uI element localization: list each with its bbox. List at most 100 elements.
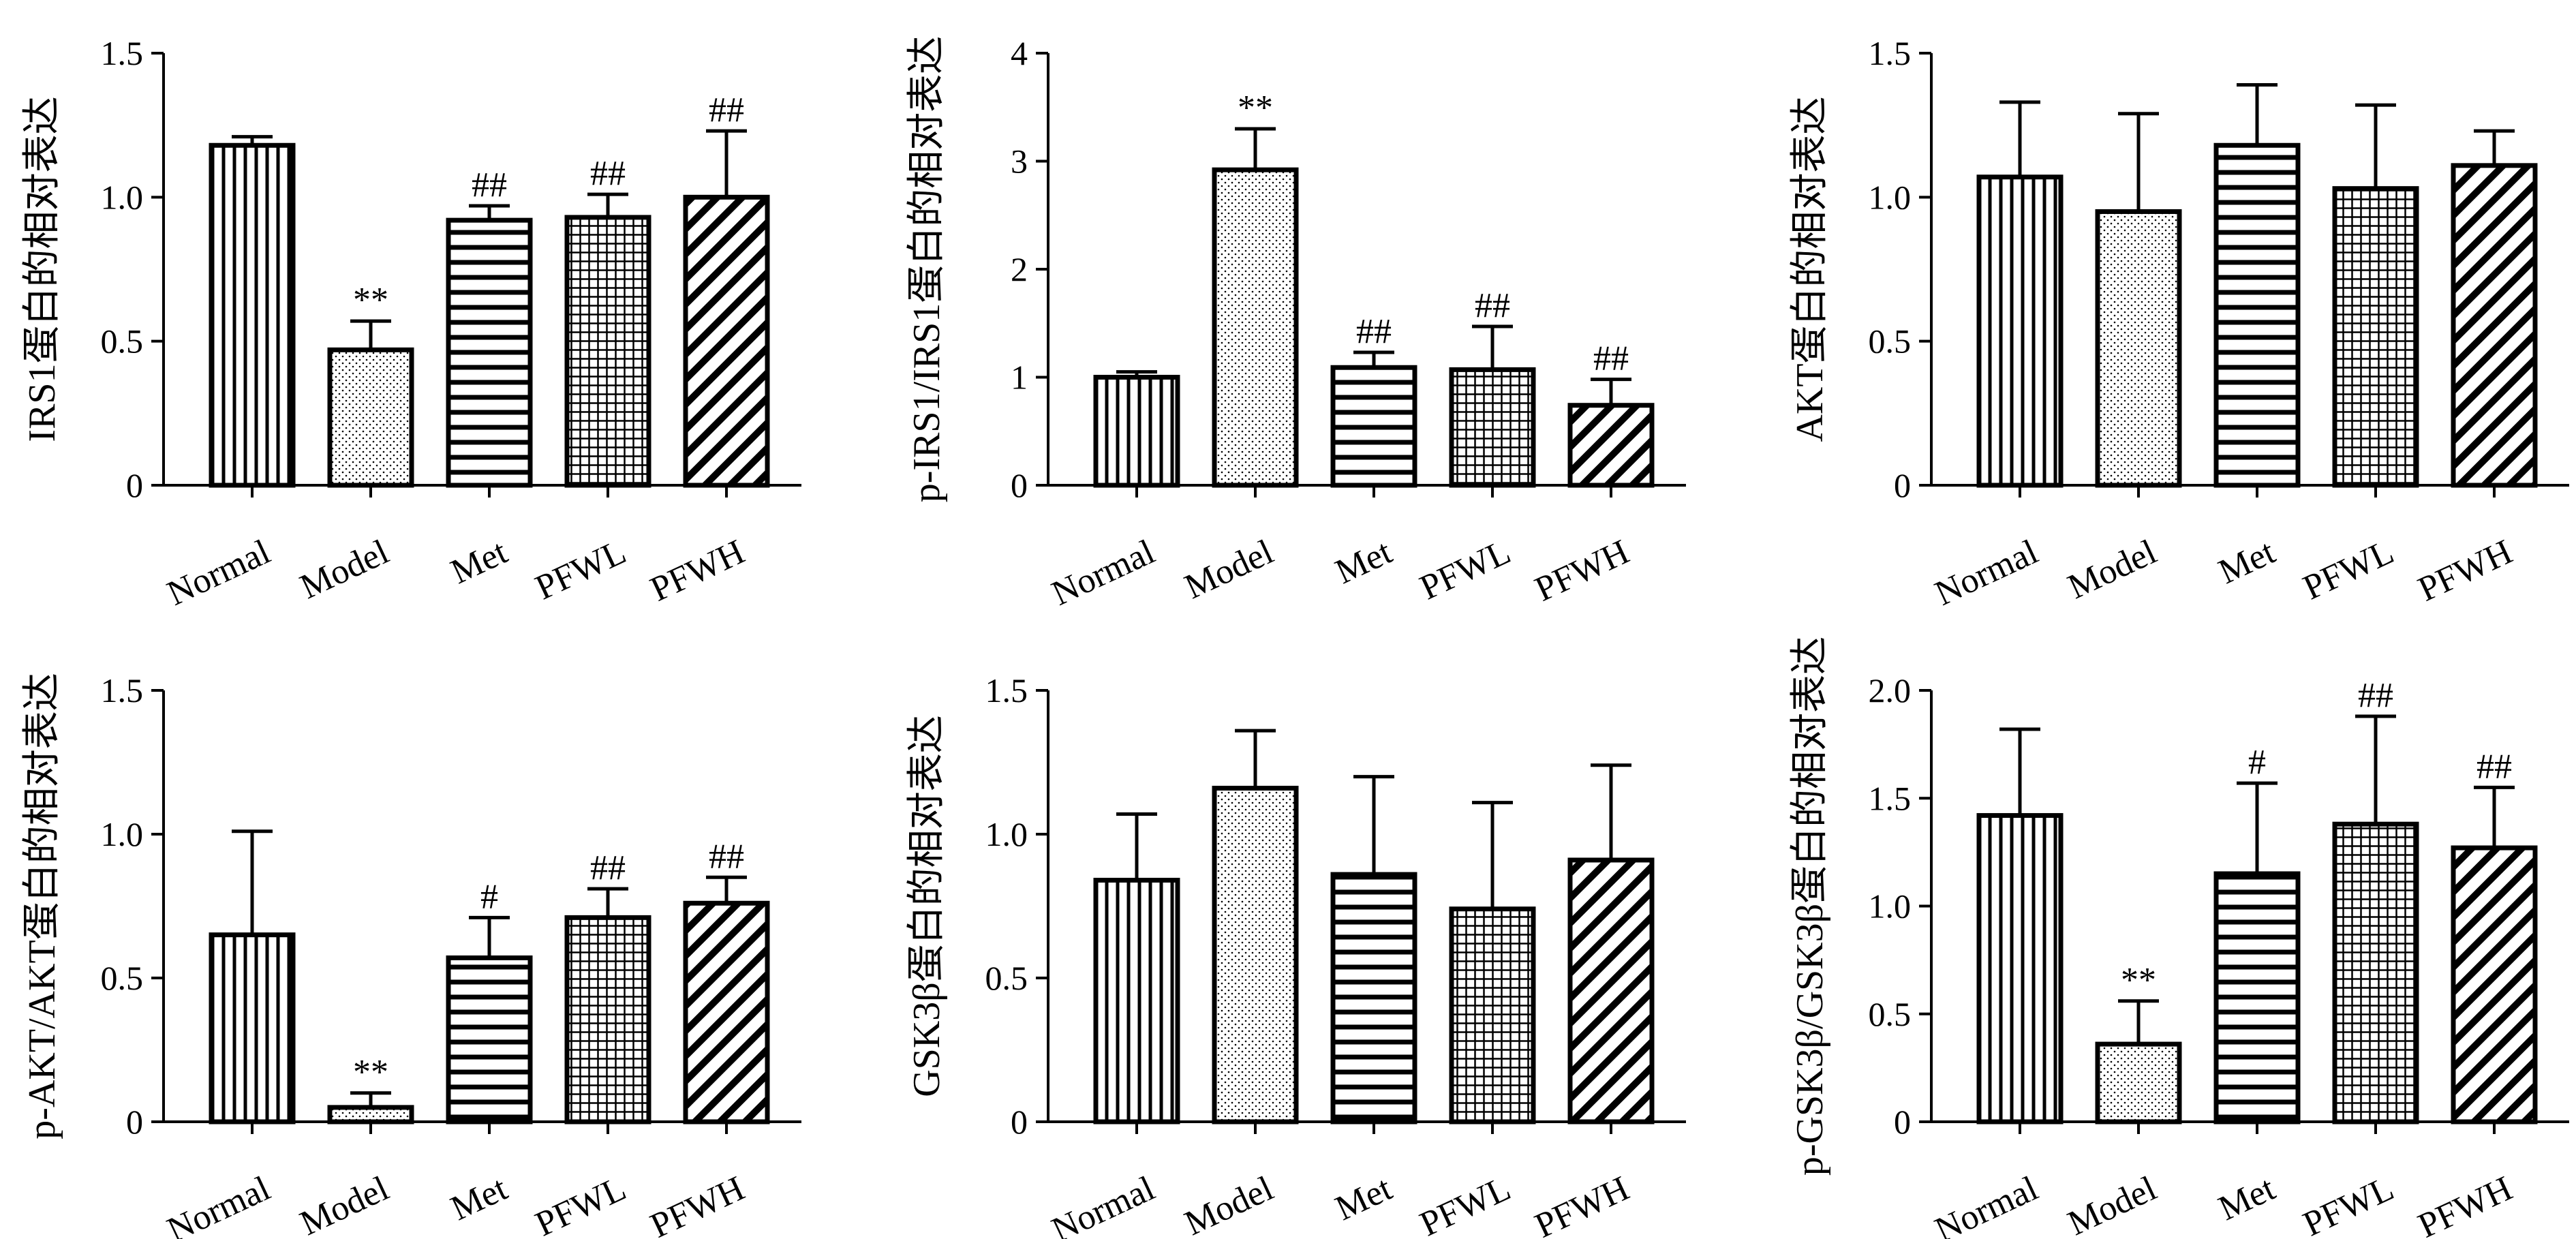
y-tick-label: 0 — [1011, 466, 1028, 504]
y-tick-label: 3 — [1011, 142, 1028, 181]
y-tick-label: 0 — [126, 1103, 143, 1141]
significance-label: # — [2248, 743, 2266, 782]
category-label: Model — [1179, 1169, 1279, 1239]
category-label: Met — [445, 1169, 514, 1228]
category-label: Model — [294, 532, 395, 607]
significance-label: ** — [353, 281, 388, 320]
y-axis-label: p-GSK3β/GSK3β蛋白的相对表达 — [1789, 637, 1831, 1176]
bar-model — [2095, 209, 2182, 488]
y-tick-label: 1.5 — [1869, 779, 1912, 817]
y-tick-label: 0.5 — [985, 959, 1028, 997]
significance-label: ** — [1238, 89, 1273, 127]
category-label: Met — [2213, 1169, 2282, 1228]
bar-pfwl — [564, 215, 651, 488]
category-label: Normal — [1046, 1169, 1161, 1239]
category-label: Model — [2062, 1169, 2162, 1239]
category-label: PFWH — [1529, 1169, 1635, 1239]
bar-normal — [1976, 174, 2064, 488]
y-axis-label: GSK3β蛋白的相对表达 — [906, 715, 948, 1097]
category-label: Met — [445, 532, 514, 592]
bar-pfwl — [564, 915, 651, 1125]
category-label: PFWH — [1529, 532, 1635, 609]
category-label: PFWH — [2412, 1169, 2518, 1239]
significance-label: ## — [2358, 676, 2393, 715]
y-tick-label: 1.5 — [985, 671, 1028, 709]
bar-pfwh — [2451, 163, 2538, 488]
y-tick-label: 0 — [1011, 1103, 1028, 1141]
category-label: Normal — [1046, 532, 1161, 613]
chart-panel-5: 0 0.5 1.0 1.5 GSK3β蛋白的相对表达 Normal Model Met PFWL… — [906, 671, 1686, 1239]
y-tick-label: 1.0 — [1869, 887, 1912, 926]
bar-pfwh — [683, 900, 770, 1125]
bar-met — [2213, 871, 2301, 1125]
bar-model — [1212, 167, 1299, 488]
y-tick-label: 4 — [1011, 34, 1028, 72]
category-label: PFWL — [2297, 1169, 2399, 1239]
y-tick-label: 2.0 — [1869, 671, 1912, 709]
y-axis-label: p-IRS1/IRS1蛋白的相对表达 — [906, 36, 948, 503]
bar-met — [1330, 872, 1417, 1125]
category-label: Normal — [162, 1169, 276, 1239]
significance-label: ## — [1475, 286, 1510, 325]
significance-label: ** — [353, 1053, 388, 1092]
chart-panel-1: 0 0.5 1.0 1.5 IRS1蛋白的相对表达 Normal Model ** Met ## P… — [21, 34, 801, 613]
bar-met — [446, 217, 533, 488]
y-axis-label: AKT蛋白的相对表达 — [1789, 96, 1831, 442]
significance-label: ## — [1593, 339, 1629, 378]
significance-label: ## — [2477, 747, 2512, 786]
bar-normal — [1093, 375, 1180, 488]
y-tick-label: 0 — [1894, 1103, 1911, 1141]
significance-label: ## — [472, 166, 507, 204]
chart-panel-3: 0 0.5 1.0 1.5 AKT蛋白的相对表达 Normal Model Met PFWL PF… — [1789, 34, 2569, 613]
significance-label: # — [480, 877, 498, 916]
bar-model — [327, 347, 414, 488]
category-label: PFWL — [530, 1169, 632, 1239]
category-label: Normal — [162, 532, 276, 613]
y-tick-label: 2 — [1011, 250, 1028, 288]
bar-normal — [1093, 878, 1180, 1125]
bar-pfwh — [1567, 403, 1655, 488]
bar-pfwh — [2451, 845, 2538, 1125]
y-tick-label: 0 — [126, 466, 143, 504]
category-label: Met — [1330, 532, 1398, 592]
y-tick-label: 0.5 — [101, 959, 144, 997]
y-axis-label: p-AKT/AKT蛋白的相对表达 — [21, 673, 63, 1139]
significance-label: ** — [2121, 961, 2156, 1000]
bar-pfwh — [1567, 857, 1655, 1125]
chart-panel-6: 0 0.5 1.0 1.5 2.0 p-GSK3β/GSK3β蛋白的相对表达 Normal M… — [1789, 637, 2569, 1239]
y-tick-label: 1 — [1011, 358, 1028, 397]
category-label: PFWH — [2412, 532, 2518, 609]
y-tick-label: 0.5 — [1869, 995, 1912, 1033]
bar-pfwl — [1449, 906, 1536, 1125]
y-axis-label: IRS1蛋白的相对表达 — [21, 96, 63, 442]
category-label: Met — [1330, 1169, 1398, 1228]
y-tick-label: 1.5 — [1869, 34, 1912, 72]
y-tick-label: 1.0 — [1869, 178, 1912, 216]
y-tick-label: 0.5 — [101, 322, 144, 361]
y-tick-label: 1.5 — [101, 671, 144, 709]
category-label: Normal — [1929, 532, 2044, 613]
bar-model — [2095, 1041, 2182, 1125]
bar-normal — [209, 932, 296, 1125]
y-tick-label: 1.5 — [101, 34, 144, 72]
significance-label: ## — [709, 837, 744, 876]
bar-model — [327, 1105, 414, 1125]
bar-model — [1212, 785, 1299, 1125]
category-label: Model — [1179, 532, 1279, 607]
bar-pfwl — [1449, 367, 1536, 488]
bar-met — [1330, 365, 1417, 488]
significance-label: ## — [590, 848, 626, 887]
category-label: Normal — [1929, 1169, 2044, 1239]
y-tick-label: 1.0 — [101, 178, 144, 216]
significance-label: ## — [709, 91, 744, 129]
category-label: PFWH — [645, 532, 750, 609]
bar-pfwl — [2332, 821, 2419, 1125]
y-tick-label: 1.0 — [101, 815, 144, 853]
category-label: PFWL — [1414, 1169, 1516, 1239]
category-label: PFWH — [645, 1169, 750, 1239]
y-tick-label: 0 — [1894, 466, 1911, 504]
bar-pfwh — [683, 194, 770, 488]
category-label: Met — [2213, 532, 2282, 592]
bar-pfwl — [2332, 186, 2419, 488]
